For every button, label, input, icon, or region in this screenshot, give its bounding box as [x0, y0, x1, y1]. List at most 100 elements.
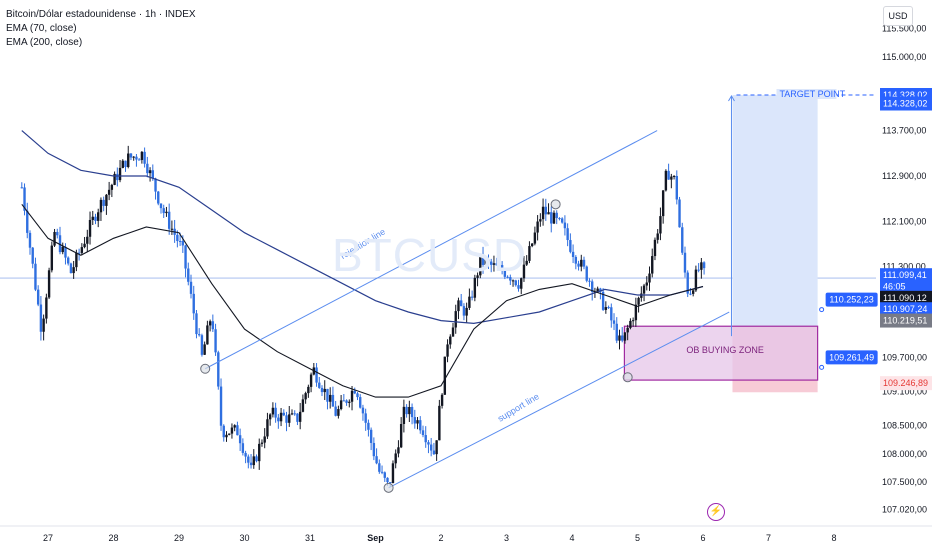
indicator-ema70[interactable]: EMA (70, close) [6, 23, 77, 34]
candle-body [187, 268, 190, 282]
price-axis[interactable]: 115.500,00 115.000,00 113.700,00 112.900,00… [880, 24, 932, 515]
candle-body [247, 456, 250, 463]
time-tick-label: 7 [766, 533, 771, 543]
price-tick-label: 111.300,00 [882, 262, 926, 272]
price-tick-label: 108.000,00 [882, 449, 927, 459]
candle-body [58, 235, 62, 253]
candle-body [203, 344, 206, 355]
target-arrowhead [728, 95, 735, 102]
candle-body [170, 228, 174, 230]
candle-body [563, 222, 567, 229]
candle-body [110, 184, 114, 190]
candle-body [42, 318, 45, 332]
candle-body [664, 170, 668, 191]
candle-body [389, 482, 392, 484]
candle-body [678, 199, 681, 228]
time-axis[interactable]: 27 28 29 30 31 Sep 2 3 4 5 6 7 8 [0, 525, 932, 543]
candle-body [580, 259, 583, 267]
candle-body [372, 442, 376, 457]
candle-body [337, 409, 340, 416]
candle-body [107, 189, 111, 195]
candle-body [178, 240, 182, 242]
candle-body [697, 269, 700, 271]
axis-countdown-bg [880, 279, 932, 294]
candle-body [391, 463, 395, 484]
candle-body [151, 170, 154, 179]
candle-body [124, 160, 127, 168]
axis-last-price-bg [880, 268, 932, 283]
axis-price-entry: 110.219,51 [883, 316, 927, 326]
candle-body [266, 419, 269, 437]
candle-body [484, 259, 487, 265]
candle-body [356, 393, 359, 398]
candle-body [263, 436, 266, 443]
candle-body [413, 417, 416, 424]
candle-body [691, 290, 695, 294]
candle-body [443, 356, 447, 395]
candle-body [659, 216, 662, 234]
candle-body [233, 425, 236, 428]
candle-body [544, 206, 547, 215]
candle-body [528, 246, 531, 261]
candle-body [642, 285, 646, 294]
candle-body [503, 270, 507, 277]
candle-body [197, 334, 201, 336]
candle-body [53, 231, 56, 246]
candle-body [61, 246, 64, 253]
currency-button[interactable]: USD [883, 6, 913, 26]
candle-body [601, 291, 605, 310]
candle-body [23, 187, 26, 211]
lightning-icon[interactable]: ⚡ [707, 503, 725, 521]
candle-body [268, 414, 272, 420]
ob-buying-zone [623, 325, 819, 381]
candle-body [277, 417, 280, 422]
candle-body [146, 163, 149, 174]
candle-body [424, 435, 427, 443]
candle-body [498, 265, 501, 267]
candle-body [577, 263, 580, 267]
candle-body [547, 212, 550, 215]
candle-body [470, 296, 474, 298]
candle-body [487, 259, 490, 262]
price-tick-label: 108.500,00 [882, 420, 927, 430]
candle-body [560, 218, 564, 223]
target-zone [732, 94, 818, 327]
candle-body [574, 256, 578, 264]
axis-price-ema70-bg [880, 290, 932, 305]
candle-body [225, 434, 228, 438]
candle-body [555, 212, 558, 219]
axis-price-ema200-bg [880, 302, 932, 317]
candle-body [596, 288, 599, 292]
candle-body [369, 429, 373, 443]
candle-body [495, 263, 498, 266]
candle-body [230, 427, 234, 434]
indicator-lines [21, 130, 730, 489]
candle-body [99, 199, 103, 213]
symbol-title[interactable]: Bitcoin/Dólar estadounidense · 1h · INDE… [6, 9, 196, 20]
price-tick-label: 109.700,00 [882, 352, 927, 362]
time-tick-label: Sep [367, 533, 384, 543]
candle-body [241, 443, 245, 453]
candle-body [694, 269, 698, 291]
candle-body [681, 227, 684, 253]
pivot-marker [200, 363, 211, 374]
axis-price-stop: 109.246,89 [883, 378, 928, 388]
candle-body [157, 191, 160, 204]
support-trendline [388, 311, 730, 489]
candle-body [249, 462, 253, 466]
candle-body [298, 411, 302, 422]
candle-body [219, 386, 223, 426]
candle-body [206, 325, 209, 345]
time-tick-label: 5 [635, 533, 640, 543]
candle-body [88, 219, 92, 237]
candle-body [116, 173, 119, 181]
candle-body [394, 453, 397, 464]
candle-body [539, 219, 542, 222]
candle-body [113, 173, 116, 185]
candle-body [288, 414, 291, 423]
candle-body [514, 280, 517, 286]
candle-body [446, 344, 449, 357]
indicator-ema200[interactable]: EMA (200, close) [6, 37, 83, 48]
time-tick-label: 28 [108, 533, 118, 543]
